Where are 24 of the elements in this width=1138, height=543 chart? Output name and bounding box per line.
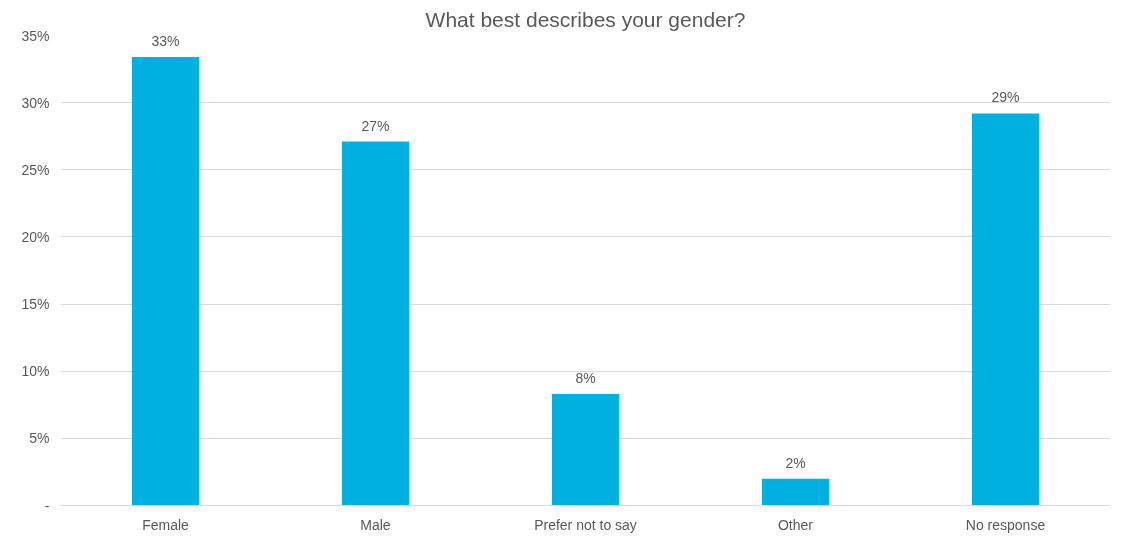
- bar: [341, 141, 410, 506]
- y-tick-label: 35%: [21, 27, 50, 44]
- x-tick-label: Prefer not to say: [534, 516, 637, 533]
- y-tick-label: 15%: [21, 296, 50, 313]
- y-tick-label: 5%: [29, 430, 50, 447]
- x-tick-label: Male: [360, 516, 391, 533]
- x-tick-label: No response: [965, 516, 1046, 533]
- chart-title: What best describes your gender?: [425, 7, 746, 31]
- bar: [551, 394, 620, 506]
- data-label: 27%: [361, 117, 390, 134]
- y-tick-label: -: [44, 497, 50, 514]
- y-tick-label: 20%: [21, 228, 50, 245]
- data-label: 8%: [575, 370, 596, 387]
- bar: [131, 56, 200, 506]
- y-tick-label: 10%: [21, 363, 50, 380]
- y-tick-label: 25%: [21, 161, 50, 178]
- x-tick-label: Other: [777, 516, 814, 533]
- data-label: 33%: [151, 32, 180, 49]
- bar: [971, 113, 1040, 506]
- bar: [761, 478, 830, 506]
- x-tick-label: Female: [142, 516, 190, 533]
- data-label: 2%: [785, 454, 806, 471]
- y-tick-label: 30%: [21, 94, 50, 111]
- data-label: 29%: [991, 89, 1020, 106]
